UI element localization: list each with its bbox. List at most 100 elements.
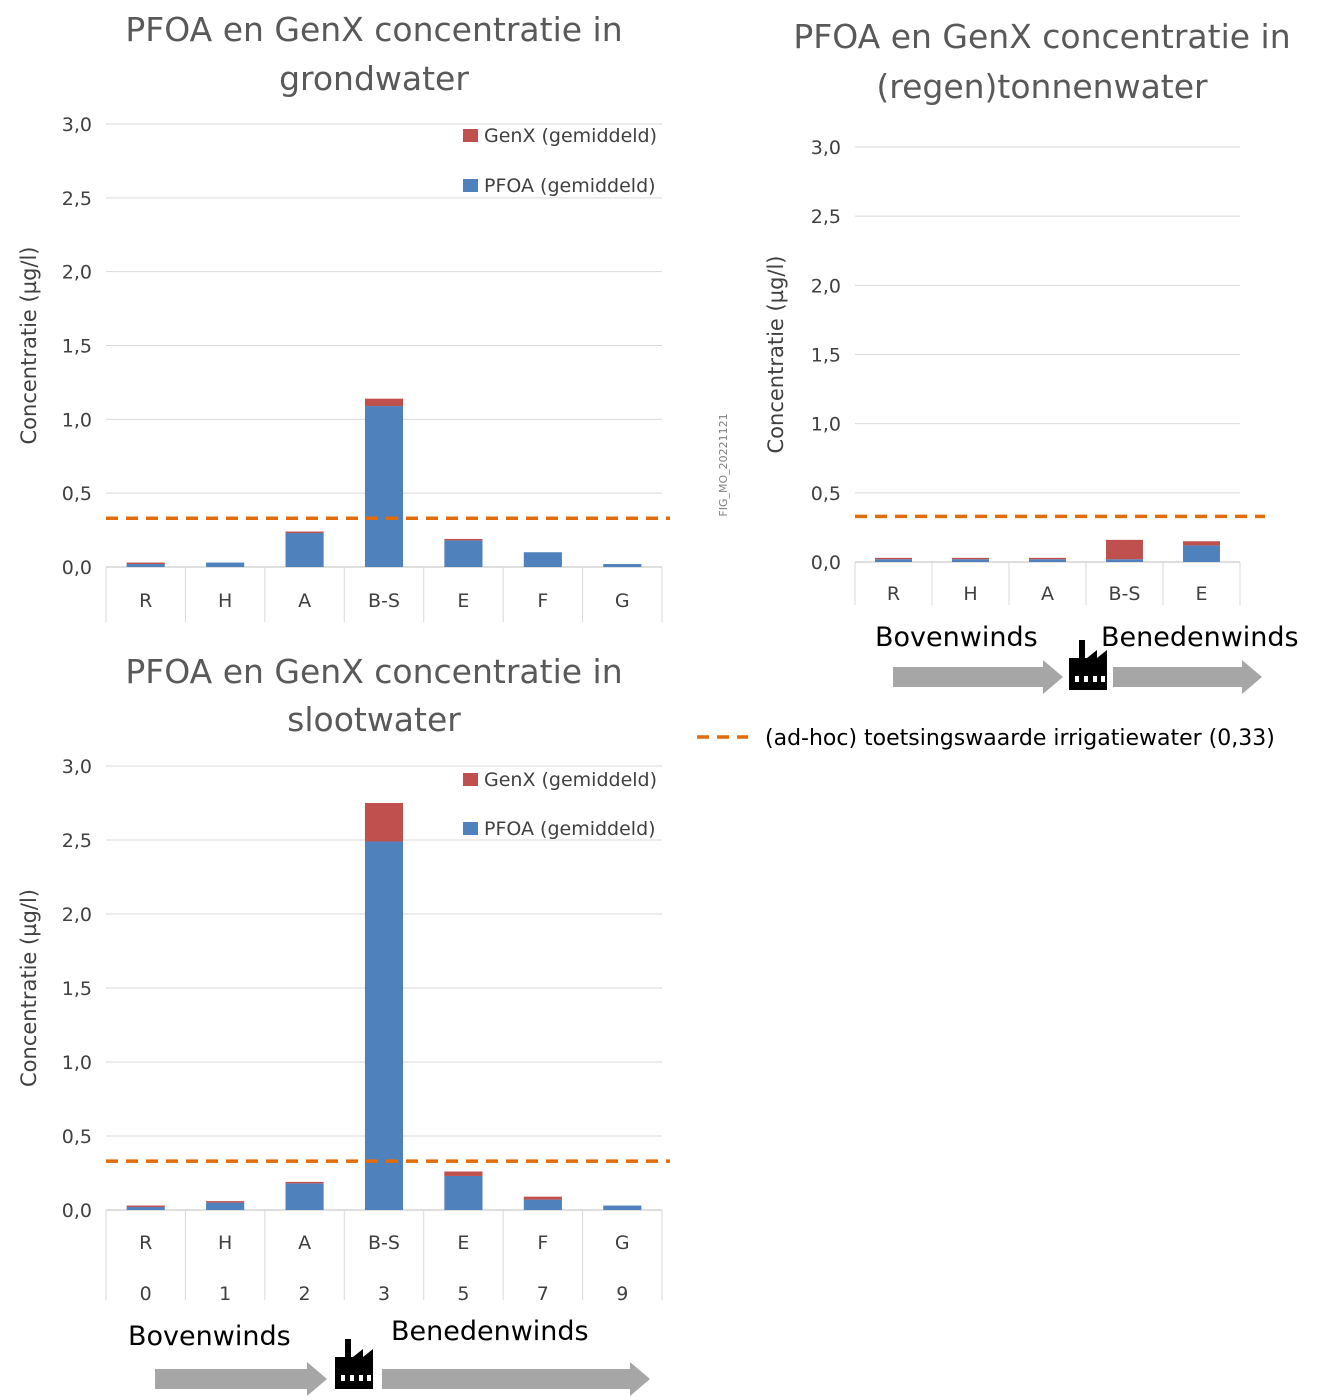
chart-title: slootwater <box>287 700 461 739</box>
y-tick-label: 0,0 <box>62 1200 92 1222</box>
x-tick-label: H <box>218 590 232 612</box>
bar-genx-H <box>952 557 989 560</box>
chart-title: PFOA en GenX concentratie in <box>125 10 622 49</box>
wind-annotation: Bovenwinds Benedenwinds <box>128 1316 650 1396</box>
bar-pfoa-A <box>285 1183 324 1210</box>
chart-regentonnenwater: PFOA en GenX concentratie in (regen)tonne… <box>764 17 1299 694</box>
wind-annotation: Bovenwinds Benedenwinds <box>875 622 1299 694</box>
factory-icon-window <box>1084 676 1088 682</box>
downwind-label: Benedenwinds <box>391 1316 589 1347</box>
bar-genx-A <box>285 1181 324 1184</box>
legend-swatch-genx <box>463 129 478 142</box>
factory-icon-window <box>359 1375 363 1381</box>
legend-label: PFOA (gemiddeld) <box>484 818 656 840</box>
bar-genx-A <box>285 531 324 534</box>
x-sub-tick-label: 0 <box>140 1283 152 1305</box>
x-sub-tick-label: 9 <box>616 1283 628 1305</box>
downwind-arrow <box>382 1362 650 1396</box>
factory-icon-window <box>1075 676 1079 682</box>
threshold-legend-label: (ad-hoc) toetsingswaarde irrigatiewater … <box>765 726 1275 751</box>
upwind-arrow <box>155 1362 327 1396</box>
legend: GenX (gemiddeld) PFOA (gemiddeld) <box>463 125 657 197</box>
bar-pfoa-G <box>603 1205 642 1210</box>
x-tick-label: G <box>615 590 630 612</box>
x-tick-label: R <box>139 590 152 612</box>
y-tick-label: 1,0 <box>62 1052 92 1074</box>
chart-grondwater: PFOA en GenX concentratie in grondwater 0,… <box>17 10 670 622</box>
factory-icon <box>335 1339 373 1389</box>
x-tick-label: F <box>537 1232 548 1254</box>
x-sub-tick-label: 1 <box>219 1283 231 1305</box>
y-axis-label: Concentratie (µg/l) <box>17 247 41 445</box>
factory-icon-window <box>1101 676 1105 682</box>
x-tick-label: B-S <box>368 590 400 612</box>
bar-genx-R <box>875 557 912 560</box>
bar-genx-B-S <box>364 398 404 407</box>
downwind-arrow <box>1113 660 1262 694</box>
y-tick-label: 2,0 <box>62 262 92 284</box>
factory-icon-window <box>1093 676 1097 682</box>
x-tick-label: E <box>457 590 469 612</box>
bar-pfoa-A <box>285 533 324 567</box>
bar-pfoa-B-S <box>364 406 404 567</box>
legend-label: PFOA (gemiddeld) <box>484 175 656 197</box>
y-tick-label: 1,0 <box>811 414 841 436</box>
x-sub-tick-label: 5 <box>457 1283 469 1305</box>
bar-genx-R <box>126 1205 165 1208</box>
bar-genx-R <box>126 562 165 565</box>
y-tick-label: 1,5 <box>62 336 92 358</box>
chart-slootwater: PFOA en GenX concentratie in slootwater 0,… <box>17 652 670 1396</box>
y-tick-label: 0,0 <box>811 552 841 574</box>
bar-pfoa-H <box>952 559 989 562</box>
factory-icon <box>1069 640 1107 690</box>
x-tick-label: A <box>298 1232 311 1254</box>
x-tick-label: B-S <box>368 1232 400 1254</box>
x-tick-label: E <box>1195 583 1207 605</box>
chart-title: (regen)tonnenwater <box>876 67 1208 106</box>
bar-pfoa-H <box>206 1202 245 1210</box>
chart-title: PFOA en GenX concentratie in <box>793 17 1290 56</box>
legend-label: GenX (gemiddeld) <box>484 125 657 147</box>
x-tick-label: H <box>218 1232 232 1254</box>
y-tick-label: 3,0 <box>811 137 841 159</box>
x-sub-tick-label: 2 <box>299 1283 311 1305</box>
x-tick-label: G <box>615 1232 630 1254</box>
x-tick-label: B-S <box>1109 583 1141 605</box>
bar-pfoa-E <box>1183 545 1220 562</box>
upwind-label: Bovenwinds <box>128 1321 291 1352</box>
chart-title: grondwater <box>279 59 469 98</box>
x-tick-label: F <box>537 590 548 612</box>
bar-pfoa-E <box>444 540 483 567</box>
y-tick-label: 1,5 <box>811 345 841 367</box>
y-tick-label: 0,5 <box>62 1126 92 1148</box>
bar-genx-A <box>1029 557 1066 560</box>
y-tick-label: 0,0 <box>62 557 92 579</box>
y-tick-label: 1,0 <box>62 409 92 431</box>
y-tick-label: 3,0 <box>62 756 92 778</box>
x-tick-label: R <box>139 1232 152 1254</box>
x-tick-label: A <box>298 590 311 612</box>
x-tick-label: A <box>1041 583 1054 605</box>
figure-id-label: FIG_MO_20221121 <box>717 413 730 516</box>
factory-icon-window <box>367 1375 371 1381</box>
bar-pfoa-B-S <box>364 841 404 1210</box>
chart-title: PFOA en GenX concentratie in <box>125 652 622 691</box>
y-tick-label: 2,0 <box>62 904 92 926</box>
bar-pfoa-F <box>523 1199 562 1210</box>
legend-swatch-genx <box>463 773 478 786</box>
y-axis-label: Concentratie (µg/l) <box>764 256 788 454</box>
factory-icon-body <box>335 1339 373 1389</box>
bar-genx-B-S <box>364 803 404 842</box>
bar-pfoa-R <box>126 1207 165 1210</box>
y-tick-label: 0,5 <box>811 483 841 505</box>
y-tick-label: 3,0 <box>62 114 92 136</box>
legend: GenX (gemiddeld) PFOA (gemiddeld) <box>463 769 657 840</box>
x-sub-tick-label: 7 <box>537 1283 549 1305</box>
y-axis-label: Concentratie (µg/l) <box>17 889 41 1087</box>
bar-genx-F <box>523 1196 562 1200</box>
x-sub-tick-label: 3 <box>378 1283 390 1305</box>
x-tick-label: E <box>457 1232 469 1254</box>
factory-icon-window <box>341 1375 345 1381</box>
bar-pfoa-E <box>444 1175 483 1210</box>
